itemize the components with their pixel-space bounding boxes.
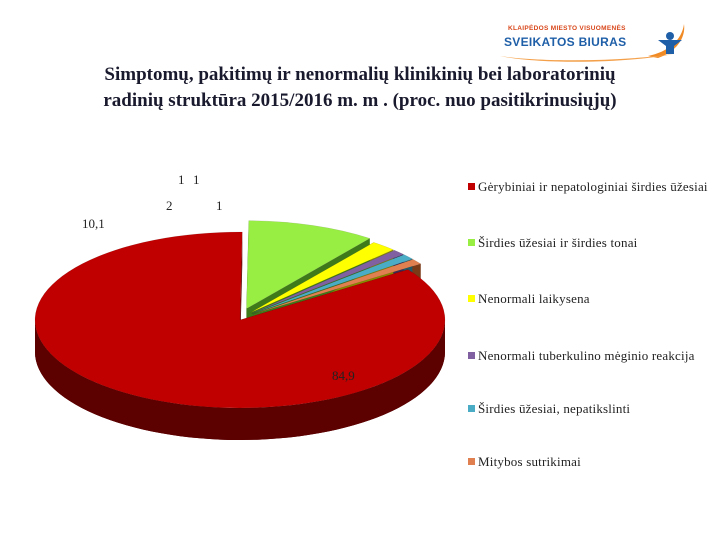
legend-label-4: Širdies ūžesiai, nepatikslinti	[478, 401, 631, 416]
logo-swoosh-icon	[500, 24, 685, 62]
logo-line2: SVEIKATOS BIURAS	[504, 35, 627, 49]
data-label-1: 10,1	[82, 216, 105, 231]
chart-title-line1: Simptomų, pakitimų ir nenormalių kliniki…	[104, 64, 616, 85]
legend-item-0: Gėrybiniai ir nepatologiniai širdies ūže…	[468, 178, 713, 195]
legend-item-2: Nenormali laikysena	[468, 290, 713, 307]
legend-swatch-2	[468, 295, 475, 302]
legend-label-0: Gėrybiniai ir nepatologiniai širdies ūže…	[478, 179, 708, 194]
legend-item-3: Nenormali tuberkulino mėginio reakcija	[468, 347, 713, 364]
pie-slice-2	[250, 242, 394, 313]
legend-label-2: Nenormali laikysena	[478, 291, 590, 306]
legend-swatch-3	[468, 352, 475, 359]
pie-slice-0	[34, 231, 446, 409]
data-label-5: 1	[216, 198, 223, 213]
legend-swatch-5	[468, 458, 475, 465]
pie-slice-5	[252, 259, 422, 315]
pie-slice-1	[246, 220, 371, 310]
legend-item-1: Širdies ūžesiai ir širdies tonai	[468, 234, 713, 251]
legend-label-3: Nenormali tuberkulino mėginio reakcija	[478, 348, 695, 363]
logo-line1: KLAIPĖDOS MIESTO VISUOMENĖS	[508, 25, 626, 32]
chart-title: Simptomų, pakitimų ir nenormalių kliniki…	[30, 62, 690, 114]
chart-title-line2: radinių struktūra 2015/2016 m. m . (proc…	[103, 90, 617, 111]
legend-swatch-1	[468, 239, 475, 246]
legend-label-1: Širdies ūžesiai ir širdies tonai	[478, 235, 638, 250]
legend-item-5: Mitybos sutrikimai	[468, 453, 713, 470]
pie-slice-3	[251, 249, 405, 314]
legend-swatch-0	[468, 183, 475, 190]
legend-item-4: Širdies ūžesiai, nepatikslinti	[468, 400, 713, 417]
pie-slice-4	[252, 254, 414, 315]
data-label-0: 84,9	[332, 368, 355, 383]
data-label-3: 1	[178, 172, 185, 187]
data-label-4: 1	[193, 172, 200, 187]
data-label-2: 2	[166, 198, 173, 213]
legend-label-5: Mitybos sutrikimai	[478, 454, 581, 469]
brand-logo: KLAIPĖDOS MIESTO VISUOMENĖS SVEIKATOS BI…	[498, 18, 698, 62]
legend-swatch-4	[468, 405, 475, 412]
